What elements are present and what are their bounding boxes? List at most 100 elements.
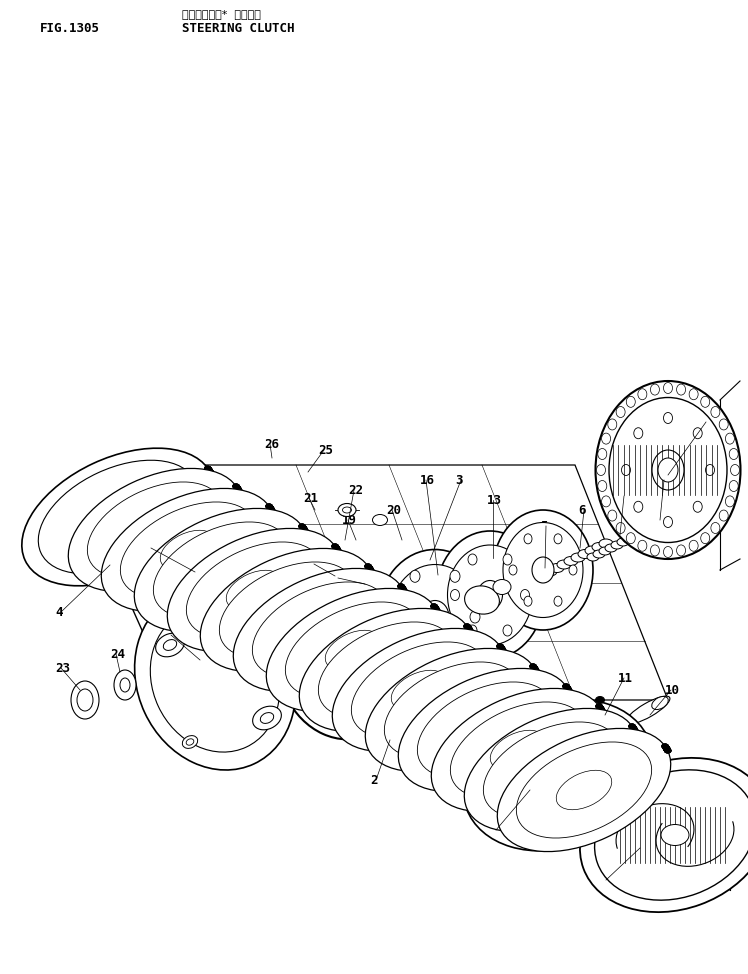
Ellipse shape xyxy=(433,608,440,613)
Ellipse shape xyxy=(367,566,373,572)
Ellipse shape xyxy=(628,724,636,729)
Ellipse shape xyxy=(366,565,373,571)
Ellipse shape xyxy=(358,651,414,690)
Ellipse shape xyxy=(268,507,275,512)
Ellipse shape xyxy=(299,524,306,529)
Ellipse shape xyxy=(205,467,212,471)
Ellipse shape xyxy=(301,527,307,532)
Ellipse shape xyxy=(432,605,438,610)
Ellipse shape xyxy=(664,748,671,753)
Ellipse shape xyxy=(333,545,340,550)
Ellipse shape xyxy=(532,667,539,672)
Ellipse shape xyxy=(663,746,670,751)
Ellipse shape xyxy=(299,525,307,530)
Ellipse shape xyxy=(466,628,473,633)
Ellipse shape xyxy=(235,487,242,492)
Ellipse shape xyxy=(631,729,638,733)
Ellipse shape xyxy=(233,569,407,692)
Ellipse shape xyxy=(499,648,506,654)
Ellipse shape xyxy=(400,588,407,593)
Ellipse shape xyxy=(532,668,539,673)
Ellipse shape xyxy=(433,609,441,614)
Ellipse shape xyxy=(206,469,213,474)
Ellipse shape xyxy=(611,541,623,549)
Ellipse shape xyxy=(417,682,553,778)
Ellipse shape xyxy=(563,685,571,690)
Ellipse shape xyxy=(436,531,544,659)
Ellipse shape xyxy=(466,627,473,633)
Ellipse shape xyxy=(266,504,272,508)
Ellipse shape xyxy=(499,649,506,654)
Ellipse shape xyxy=(503,625,512,636)
Ellipse shape xyxy=(630,726,637,731)
Ellipse shape xyxy=(465,625,472,630)
Ellipse shape xyxy=(301,541,309,555)
Ellipse shape xyxy=(465,626,472,631)
Ellipse shape xyxy=(432,689,604,811)
Ellipse shape xyxy=(367,567,373,572)
Ellipse shape xyxy=(564,686,571,691)
Ellipse shape xyxy=(466,627,473,632)
Ellipse shape xyxy=(450,702,586,798)
Ellipse shape xyxy=(432,606,439,611)
Ellipse shape xyxy=(234,486,241,491)
Ellipse shape xyxy=(465,708,638,832)
Ellipse shape xyxy=(433,608,440,613)
Ellipse shape xyxy=(598,480,607,492)
Ellipse shape xyxy=(465,626,473,632)
Ellipse shape xyxy=(391,670,447,710)
Ellipse shape xyxy=(629,532,641,540)
Ellipse shape xyxy=(433,607,440,613)
Ellipse shape xyxy=(233,485,240,490)
Ellipse shape xyxy=(333,546,340,551)
Ellipse shape xyxy=(663,746,670,751)
Ellipse shape xyxy=(726,496,735,506)
Ellipse shape xyxy=(292,611,348,650)
Ellipse shape xyxy=(465,626,472,631)
Ellipse shape xyxy=(431,604,438,609)
Ellipse shape xyxy=(331,543,339,548)
Ellipse shape xyxy=(206,468,213,473)
Polygon shape xyxy=(110,465,205,750)
Text: 9: 9 xyxy=(490,823,497,837)
Ellipse shape xyxy=(367,568,374,573)
Ellipse shape xyxy=(399,585,406,590)
Ellipse shape xyxy=(332,544,340,549)
Ellipse shape xyxy=(631,728,638,732)
Ellipse shape xyxy=(235,488,242,493)
Ellipse shape xyxy=(663,747,671,752)
Ellipse shape xyxy=(595,703,603,709)
Ellipse shape xyxy=(366,565,373,570)
Ellipse shape xyxy=(367,569,374,574)
Ellipse shape xyxy=(595,769,748,900)
Ellipse shape xyxy=(186,542,322,638)
Ellipse shape xyxy=(299,524,306,530)
Ellipse shape xyxy=(497,644,504,650)
Ellipse shape xyxy=(205,468,212,472)
Ellipse shape xyxy=(366,566,373,571)
Ellipse shape xyxy=(638,389,647,399)
Ellipse shape xyxy=(532,667,539,672)
Ellipse shape xyxy=(206,469,213,474)
Ellipse shape xyxy=(630,726,637,730)
Ellipse shape xyxy=(629,725,636,730)
Ellipse shape xyxy=(450,652,460,663)
Ellipse shape xyxy=(367,567,373,572)
Ellipse shape xyxy=(378,549,492,685)
Ellipse shape xyxy=(263,535,274,542)
Ellipse shape xyxy=(465,627,473,632)
Ellipse shape xyxy=(598,708,605,713)
Ellipse shape xyxy=(663,413,672,424)
Ellipse shape xyxy=(563,685,570,690)
Ellipse shape xyxy=(268,506,275,511)
Text: 25: 25 xyxy=(318,443,333,457)
Ellipse shape xyxy=(160,530,215,570)
Ellipse shape xyxy=(598,706,604,712)
Ellipse shape xyxy=(207,470,214,475)
Ellipse shape xyxy=(398,584,405,589)
Ellipse shape xyxy=(301,528,308,533)
Ellipse shape xyxy=(163,640,177,651)
Ellipse shape xyxy=(298,524,306,529)
Text: 3: 3 xyxy=(455,473,462,486)
Ellipse shape xyxy=(299,525,306,530)
